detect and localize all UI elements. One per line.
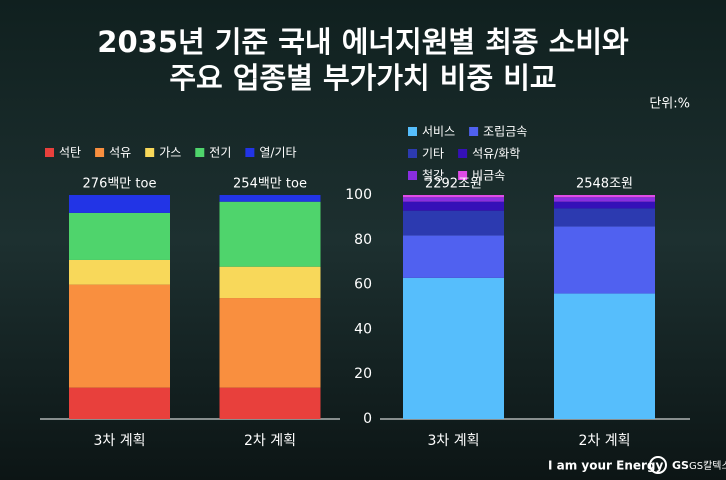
total-label: 2548조원 xyxy=(576,177,633,192)
legend-label: 석유 xyxy=(109,146,131,160)
title-line: 주요 업종별 부가가치 비중 비교 xyxy=(169,61,556,95)
legend-label: 열/기타 xyxy=(259,146,296,160)
y-tick-label: 0 xyxy=(363,411,372,427)
bar-segment xyxy=(69,259,170,285)
total-label: 254백만 toe xyxy=(233,177,307,192)
legend-label: 비금속 xyxy=(472,169,505,183)
x-tick-label: 3차 계획 xyxy=(94,433,146,449)
legend-label: 철강 xyxy=(422,169,444,183)
bar-segment xyxy=(69,212,170,260)
legend-swatch xyxy=(45,148,54,157)
bar-segment xyxy=(69,387,170,419)
legend-label: 조립금속 xyxy=(483,125,527,139)
bar-segment xyxy=(403,235,504,278)
bar-segment xyxy=(403,197,504,202)
y-tick-label: 60 xyxy=(354,277,372,293)
bar-segment xyxy=(554,293,655,419)
total-label: 276백만 toe xyxy=(83,177,157,192)
bar-segment xyxy=(554,197,655,202)
bar-segment xyxy=(554,195,655,198)
y-tick-label: 80 xyxy=(354,232,372,248)
legend-swatch xyxy=(458,149,468,158)
legend-swatch xyxy=(408,127,417,136)
legend-swatch xyxy=(469,127,479,136)
bar-segment xyxy=(219,201,321,267)
bar-segment xyxy=(403,201,504,211)
title-line: 2035년 기준 국내 에너지원별 최종 소비와 xyxy=(97,25,629,59)
legend-swatch xyxy=(195,148,205,157)
x-tick-label: 2차 계획 xyxy=(244,433,296,449)
y-tick-label: 40 xyxy=(354,321,372,337)
legend-label: 기타 xyxy=(422,147,444,161)
legend-swatch xyxy=(95,148,105,157)
legend-label: 석유/화학 xyxy=(472,147,520,161)
x-tick-label: 3차 계획 xyxy=(428,433,480,449)
bar-segment xyxy=(403,277,504,419)
legend-label: 석탄 xyxy=(59,146,81,160)
legend-swatch xyxy=(408,171,417,180)
bar-segment xyxy=(554,201,655,209)
legend-label: 서비스 xyxy=(422,125,455,139)
logo: GS xyxy=(672,459,689,472)
legend-swatch xyxy=(145,148,155,157)
bar-segment xyxy=(554,226,655,294)
total-label: 2292조원 xyxy=(425,177,482,192)
bar-segment xyxy=(219,195,321,202)
bar-segment xyxy=(69,284,170,388)
brand: GS칼텍스 xyxy=(689,459,726,472)
legend-label: 전기 xyxy=(209,146,231,160)
legend-swatch xyxy=(245,148,255,157)
bar-segment xyxy=(554,208,655,227)
y-tick-label: 100 xyxy=(345,187,372,203)
legend-swatch xyxy=(458,171,468,180)
legend-label: 가스 xyxy=(159,146,181,160)
legend-swatch xyxy=(408,149,417,158)
y-tick-label: 20 xyxy=(354,366,372,382)
bar-segment xyxy=(69,195,170,213)
x-tick-label: 2차 계획 xyxy=(579,433,631,449)
bar-segment xyxy=(403,210,504,236)
bar-segment xyxy=(219,298,321,388)
bar-segment xyxy=(219,266,321,299)
bar-segment xyxy=(219,387,321,419)
slogan: I am your Energy xyxy=(548,459,664,473)
bar-segment xyxy=(403,195,504,198)
logo-mark xyxy=(649,456,667,474)
unit-label: 단위:% xyxy=(649,97,690,112)
